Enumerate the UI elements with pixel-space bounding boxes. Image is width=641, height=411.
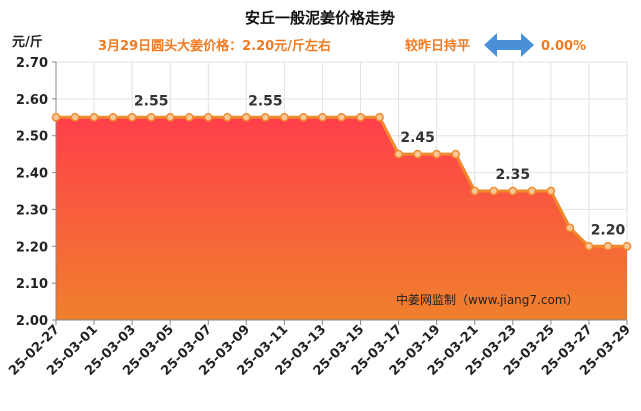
data-point xyxy=(603,241,613,251)
data-point xyxy=(184,112,194,122)
data-point xyxy=(51,112,61,122)
double-arrow-icon xyxy=(484,33,534,57)
price-area xyxy=(56,117,627,321)
data-point xyxy=(89,112,99,122)
data-point xyxy=(356,112,365,122)
data-point xyxy=(146,112,156,122)
data-point xyxy=(527,186,537,196)
data-point xyxy=(546,186,556,196)
y-tick-label: 2.30 xyxy=(16,203,48,218)
unit-label: 元/斤 xyxy=(12,34,43,50)
data-point xyxy=(318,112,327,122)
data-label: 2.55 xyxy=(248,93,283,109)
data-point xyxy=(622,241,632,251)
data-label: 2.20 xyxy=(591,222,626,238)
subtitle-price: 3月29日圆头大姜价格：2.20元/斤左右 xyxy=(98,38,331,54)
watermark: 中姜网监制（www.jiang7.com） xyxy=(396,292,578,307)
y-tick-label: 2.00 xyxy=(16,314,48,329)
data-point xyxy=(127,112,137,122)
y-tick-label: 2.60 xyxy=(16,93,48,108)
data-point xyxy=(489,186,499,196)
data-point xyxy=(241,112,251,122)
data-point xyxy=(261,112,270,122)
subtitle-change: 较昨日持平 xyxy=(405,38,470,54)
y-tick-label: 2.50 xyxy=(16,130,48,145)
data-point xyxy=(165,112,175,122)
x-axis-ticks: 25-02-2725-03-0125-03-0325-03-0525-03-07… xyxy=(6,320,634,379)
data-labels: 2.55 2.55 2.45 2.35 2.20 xyxy=(134,93,626,238)
data-point xyxy=(413,149,422,159)
y-tick-label: 2.20 xyxy=(16,240,48,255)
y-axis-ticks: 2.00 2.10 2.20 2.30 2.40 2.50 2.60 2.70 xyxy=(16,56,56,329)
subtitle-change-pct: 0.00% xyxy=(541,39,586,54)
y-tick-label: 2.40 xyxy=(16,167,48,182)
data-point xyxy=(108,112,118,122)
data-point xyxy=(222,112,232,122)
data-label: 2.45 xyxy=(400,130,435,146)
data-point xyxy=(470,186,480,196)
markers xyxy=(51,112,632,251)
data-point xyxy=(451,149,461,159)
area-layer xyxy=(56,115,627,321)
data-point xyxy=(565,223,575,233)
data-point xyxy=(584,241,594,251)
data-point xyxy=(375,112,384,122)
data-point xyxy=(299,112,308,122)
data-point xyxy=(432,149,442,159)
y-tick-label: 2.70 xyxy=(16,56,48,71)
data-point xyxy=(508,186,518,196)
data-label: 2.35 xyxy=(496,167,531,183)
data-point xyxy=(70,112,80,122)
data-point xyxy=(203,112,213,122)
y-tick-label: 2.10 xyxy=(16,277,48,292)
data-point xyxy=(280,112,289,122)
data-point xyxy=(394,149,403,159)
data-point xyxy=(337,112,346,122)
axes xyxy=(55,62,627,321)
data-label: 2.55 xyxy=(134,93,169,109)
chart-title: 安丘一般泥姜价格走势 xyxy=(245,9,395,27)
